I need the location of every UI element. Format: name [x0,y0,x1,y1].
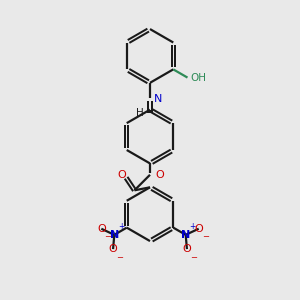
Text: −: − [190,253,197,262]
Text: +: + [118,222,124,231]
Text: −: − [202,232,209,241]
Text: N: N [110,230,119,240]
Text: O: O [109,244,117,254]
Text: O: O [155,170,164,180]
Text: O: O [194,224,203,234]
Text: OH: OH [190,73,206,82]
Text: −: − [116,253,123,262]
Text: O: O [183,244,191,254]
Text: N: N [181,230,190,240]
Text: H: H [136,108,143,118]
Text: O: O [117,170,126,180]
Text: +: + [190,222,196,231]
Text: N: N [154,94,162,104]
Text: O: O [97,224,106,234]
Text: −: − [104,232,111,241]
